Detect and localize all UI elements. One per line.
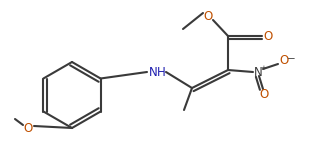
Text: O: O — [279, 54, 289, 67]
Text: O: O — [259, 89, 269, 101]
Text: −: − — [287, 54, 295, 64]
Text: N: N — [254, 65, 262, 78]
Text: +: + — [260, 65, 266, 71]
Text: O: O — [263, 30, 273, 43]
Text: N: N — [149, 65, 157, 78]
Text: O: O — [23, 122, 33, 135]
Text: O: O — [203, 10, 213, 22]
Text: H: H — [156, 65, 165, 78]
